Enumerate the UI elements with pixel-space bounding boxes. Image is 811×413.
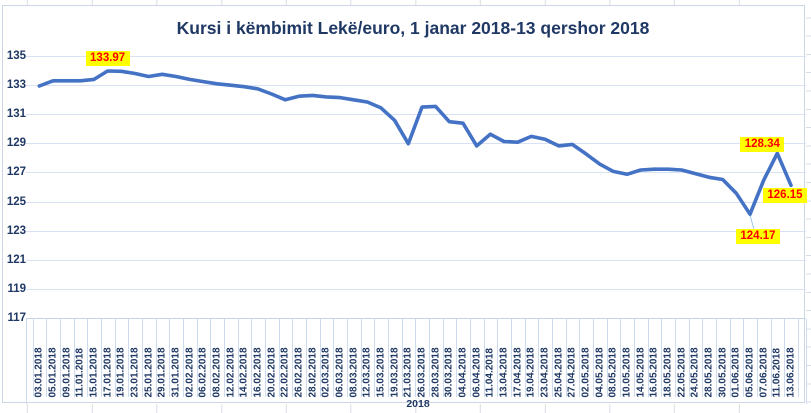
x-axis-separator: [100, 319, 102, 397]
x-axis-separator: [128, 319, 130, 397]
x-axis-separator: [251, 319, 253, 397]
x-axis-separator: [688, 319, 690, 397]
y-gridline: [26, 289, 806, 291]
y-axis-tick-label: 127: [6, 166, 26, 179]
x-axis-separator: [702, 319, 704, 397]
x-axis-separator: [319, 319, 321, 397]
y-gridline: [26, 55, 806, 57]
x-axis-separator: [333, 319, 335, 397]
x-axis-separator: [633, 319, 635, 397]
x-axis-separator: [141, 319, 143, 397]
x-axis-separator: [237, 319, 239, 397]
x-axis-separator: [346, 319, 348, 397]
data-point-label: 133.97: [85, 51, 130, 67]
x-axis-separator: [32, 319, 34, 397]
x-axis-separator: [483, 319, 485, 397]
y-gridline: [26, 172, 806, 174]
x-axis-separator: [497, 319, 499, 397]
exchange-rate-line: [37, 69, 793, 216]
x-axis-separator: [278, 319, 280, 397]
x-axis-separator: [264, 319, 266, 397]
x-axis-separator: [73, 319, 75, 397]
x-axis-separator: [579, 319, 581, 397]
x-axis-separator: [551, 319, 553, 397]
data-point-label: 126.15: [762, 188, 807, 204]
y-axis-tick-label: 117: [7, 312, 26, 325]
x-axis-separator: [606, 319, 608, 397]
x-axis-year-label: 2018: [406, 398, 430, 410]
x-axis-separator: [59, 319, 61, 397]
worksheet-gridlines-bottom: [0, 404, 811, 413]
y-axis-tick-label: 125: [6, 195, 26, 208]
x-axis-separator: [538, 319, 540, 397]
y-gridline: [26, 113, 806, 115]
x-axis-separator: [620, 319, 622, 397]
y-gridline: [26, 260, 806, 262]
x-axis-separator: [661, 319, 663, 397]
x-axis-separator: [292, 319, 294, 397]
y-gridline: [26, 143, 806, 145]
x-axis-separator: [46, 319, 48, 397]
y-axis-tick-label: 135: [6, 49, 26, 62]
x-axis-separator: [415, 319, 417, 397]
x-axis-separator: [374, 319, 376, 397]
x-axis-separator: [456, 319, 458, 397]
x-axis-separator: [510, 319, 512, 397]
y-axis-tick-label: 123: [6, 224, 26, 237]
x-axis-separator: [715, 319, 717, 397]
x-axis-separator: [647, 319, 649, 397]
x-axis-separator: [87, 319, 89, 397]
x-axis-separator: [469, 319, 471, 397]
chart-title: Kursi i këmbimit Lekë/euro, 1 janar 2018…: [176, 18, 650, 38]
annotation-leader-line: [749, 215, 755, 230]
x-axis-separator: [524, 319, 526, 397]
y-gridline: [26, 318, 806, 320]
x-axis-separator: [114, 319, 116, 397]
x-axis-separator: [305, 319, 307, 397]
worksheet-gridlines-right: [806, 0, 811, 413]
x-axis-separator: [169, 319, 171, 397]
x-axis-separator: [442, 319, 444, 397]
year-divider: [806, 319, 807, 404]
x-axis-separator: [196, 319, 198, 397]
x-axis-separator: [797, 319, 799, 397]
x-axis-separator: [182, 319, 184, 397]
y-axis-tick-label: 131: [6, 107, 26, 120]
y-gridline: [26, 230, 806, 232]
x-axis-separator: [743, 319, 745, 397]
y-gridline: [26, 84, 806, 86]
y-gridline: [26, 201, 806, 203]
x-axis-separator: [770, 319, 772, 397]
y-axis-tick-label: 119: [7, 283, 26, 296]
year-divider: [26, 319, 27, 404]
x-axis-separator: [155, 319, 157, 397]
data-point-label: 128.34: [740, 137, 785, 153]
y-axis-tick-label: 129: [6, 137, 26, 150]
x-axis-separator: [729, 319, 731, 397]
x-axis-separator: [223, 319, 225, 397]
x-axis-separator: [387, 319, 389, 397]
x-axis-separator: [401, 319, 403, 397]
x-axis-separator: [565, 319, 567, 397]
y-axis-tick-label: 121: [6, 254, 26, 267]
x-axis-separator: [592, 319, 594, 397]
x-axis-separator: [784, 319, 786, 397]
worksheet-gridlines-top: [0, 0, 811, 5]
data-point-label: 124.17: [735, 229, 780, 245]
exchange-rate-chart[interactable]: Kursi i këmbimit Lekë/euro, 1 janar 2018…: [2, 5, 807, 410]
x-axis-separator: [210, 319, 212, 397]
y-axis-tick-label: 133: [6, 78, 26, 91]
x-axis-separator: [756, 319, 758, 397]
plot-svg: [37, 69, 793, 230]
x-axis-separator: [428, 319, 430, 397]
x-axis-separator: [360, 319, 362, 397]
x-axis-separator: [674, 319, 676, 397]
